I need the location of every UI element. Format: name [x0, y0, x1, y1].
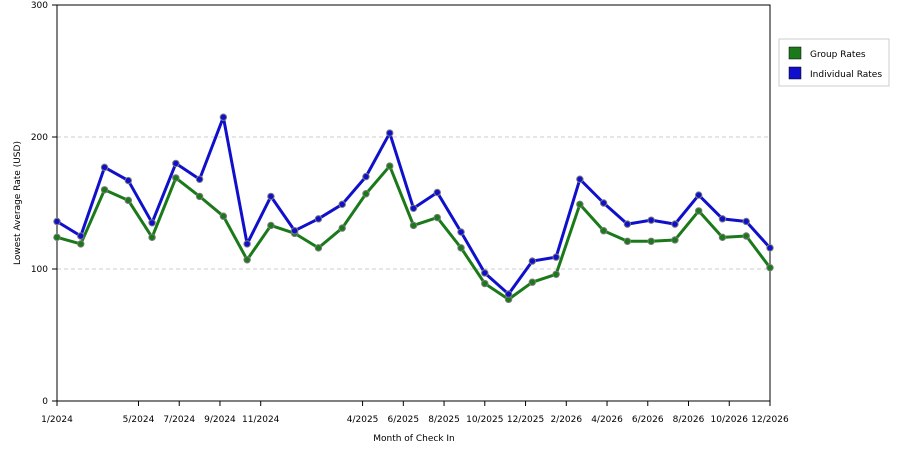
data-point-individual-rates: [314, 215, 323, 223]
x-tick-label: 9/2024: [204, 415, 236, 425]
series: [53, 113, 774, 304]
data-point-group-rates: [77, 240, 85, 248]
x-axis-title: Month of Check In: [373, 434, 455, 444]
data-point-individual-rates: [386, 129, 394, 137]
data-point-individual-rates: [219, 113, 228, 121]
data-point-individual-rates: [100, 163, 109, 172]
x-tick-label: 7/2024: [163, 415, 195, 425]
x-tick-label: 4/2025: [347, 415, 379, 425]
data-point-group-rates: [766, 263, 774, 272]
data-point-individual-rates: [599, 199, 608, 207]
data-point-individual-rates: [290, 227, 299, 235]
data-point-individual-rates: [195, 175, 204, 183]
y-tick-label: 0: [42, 397, 48, 407]
axes: 0 100 200 300 1/2024 5/2024 7/2024 9/2024 11/202…: [31, 1, 789, 425]
data-point-group-rates: [457, 244, 465, 252]
x-tick-label: 2/2026: [550, 415, 582, 425]
data-point-group-rates: [100, 186, 109, 194]
x-tick-label: 8/2026: [673, 415, 705, 425]
x-tick-label: 4/2026: [591, 415, 623, 425]
data-point-group-rates: [338, 224, 346, 232]
data-point-individual-rates: [623, 220, 632, 228]
data-point-individual-rates: [433, 188, 441, 197]
data-point-individual-rates: [647, 216, 655, 224]
data-point-individual-rates: [267, 192, 275, 201]
legend-swatch-group-rates: [788, 46, 802, 60]
data-point-group-rates: [528, 278, 537, 286]
legend-label-group-rates: Group Rates: [810, 50, 866, 60]
data-point-individual-rates: [172, 159, 180, 168]
data-point-group-rates: [195, 192, 204, 201]
data-point-individual-rates: [718, 215, 727, 223]
data-point-group-rates: [552, 270, 560, 278]
data-point-group-rates: [148, 233, 156, 242]
gridlines: [57, 136, 770, 270]
data-point-individual-rates: [77, 232, 85, 240]
data-point-group-rates: [219, 212, 228, 220]
y-tick-label: 300: [31, 1, 48, 11]
data-point-group-rates: [172, 174, 180, 182]
data-point-group-rates: [362, 190, 370, 198]
x-tick-label: 5/2024: [123, 415, 155, 425]
data-point-individual-rates: [766, 244, 774, 252]
data-point-individual-rates: [671, 220, 679, 228]
y-tick-label: 100: [31, 265, 48, 275]
data-point-individual-rates: [148, 219, 156, 227]
data-point-group-rates: [53, 233, 61, 242]
series-group-rates: [53, 162, 774, 304]
data-point-individual-rates: [576, 175, 584, 183]
data-point-group-rates: [576, 200, 584, 209]
data-point-group-rates: [386, 162, 394, 170]
series-individual-rates: [53, 113, 774, 298]
x-tick-label: 6/2025: [387, 415, 419, 425]
data-point-individual-rates: [552, 253, 560, 261]
legend: Group Rates Individual Rates: [778, 38, 890, 87]
data-point-group-rates: [267, 221, 275, 230]
x-tick-label: 8/2025: [428, 415, 460, 425]
data-point-individual-rates: [457, 228, 465, 236]
data-point-group-rates: [243, 256, 251, 264]
data-point-individual-rates: [338, 200, 346, 209]
x-tick-label: 1/2024: [41, 415, 73, 425]
x-tick-label: 6/2026: [632, 415, 664, 425]
plot-area-frame: [56, 4, 771, 402]
y-axis-title: Lowest Average Rate (USD): [13, 141, 23, 265]
data-point-group-rates: [124, 196, 133, 205]
data-point-group-rates: [718, 233, 727, 242]
x-tick-label: 10/2025: [466, 415, 503, 425]
y-tick-label: 200: [31, 133, 48, 143]
x-tick-label: 12/2026: [751, 415, 789, 425]
data-point-group-rates: [695, 207, 703, 215]
data-point-individual-rates: [409, 204, 418, 212]
data-point-individual-rates: [243, 240, 251, 248]
legend-label-individual-rates: Individual Rates: [810, 70, 882, 80]
x-tick-label: 11/2024: [242, 415, 280, 425]
data-point-individual-rates: [528, 257, 537, 265]
x-tick-label: 12/2025: [507, 415, 544, 425]
data-point-group-rates: [433, 213, 441, 222]
x-tick-label: 10/2026: [711, 415, 749, 425]
legend-swatch-individual-rates: [788, 66, 802, 80]
data-point-individual-rates: [53, 217, 61, 226]
data-point-group-rates: [314, 244, 323, 252]
data-point-individual-rates: [124, 176, 133, 185]
data-point-individual-rates: [362, 172, 370, 181]
data-point-group-rates: [671, 236, 679, 244]
data-point-group-rates: [481, 279, 489, 288]
data-point-group-rates: [409, 221, 418, 230]
data-point-individual-rates: [695, 191, 703, 199]
data-point-individual-rates: [481, 269, 489, 277]
data-point-individual-rates: [742, 217, 750, 226]
data-point-group-rates: [623, 237, 632, 245]
series-line-group-rates: [56, 164, 772, 301]
data-point-individual-rates: [504, 290, 513, 298]
data-point-group-rates: [647, 237, 655, 245]
data-point-group-rates: [599, 227, 608, 235]
data-point-group-rates: [742, 232, 750, 240]
